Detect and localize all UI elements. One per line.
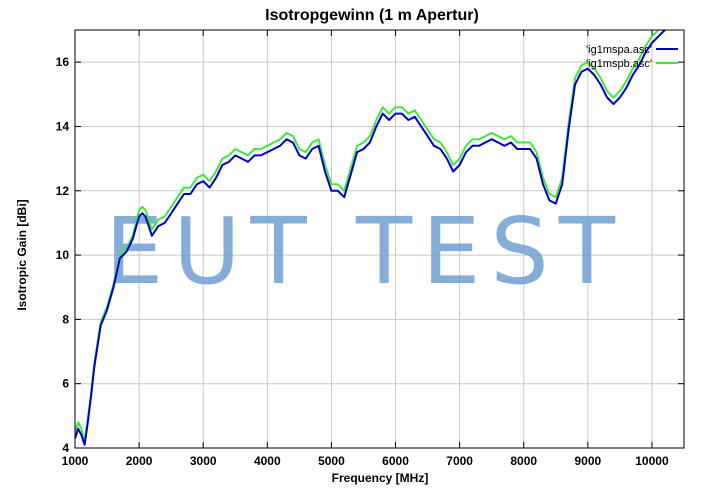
y-tick-label: 4: [62, 441, 69, 455]
x-tick-label: 7000: [446, 454, 473, 468]
x-axis-label: Frequency [MHz]: [332, 471, 429, 485]
x-tick-label: 9000: [574, 454, 601, 468]
y-axis-label: Isotropic Gain [dBi]: [15, 199, 29, 310]
y-tick-label: 14: [56, 119, 70, 133]
x-tick-label: 4000: [254, 454, 281, 468]
y-tick-label: 6: [62, 377, 69, 391]
series-line-0: [75, 30, 666, 446]
x-tick-label: 10000: [635, 454, 669, 468]
series-line-1: [75, 30, 660, 443]
x-tick-label: 1000: [62, 454, 89, 468]
x-tick-label: 2000: [126, 454, 153, 468]
x-axis-ticks: 1000 2000 3000 4000 5000 6000 7000 8000 9000 1000…: [62, 30, 669, 468]
series-lines: [75, 30, 666, 446]
x-tick-label: 6000: [382, 454, 409, 468]
y-tick-label: 8: [62, 312, 69, 326]
y-tick-label: 16: [56, 55, 70, 69]
y-tick-label: 10: [56, 248, 70, 262]
chart-title: Isotropgewinn (1 m Apertur): [265, 7, 479, 24]
grid-lines: [74, 30, 684, 449]
legend-label-0: 'ig1mspa.asc': [586, 44, 652, 56]
y-axis-ticks: 4 6 8 10 12 14 16: [56, 55, 684, 455]
x-tick-label: 5000: [318, 454, 345, 468]
legend-label-1: 'ig1mspb.asc': [586, 58, 652, 70]
eut-test-watermark: EUT TEST: [105, 198, 625, 305]
x-tick-label: 8000: [510, 454, 537, 468]
x-tick-label: 3000: [190, 454, 217, 468]
y-tick-label: 12: [56, 184, 70, 198]
legend: 'ig1mspa.asc' 'ig1mspb.asc': [586, 44, 678, 70]
plot-frame: [74, 29, 685, 449]
